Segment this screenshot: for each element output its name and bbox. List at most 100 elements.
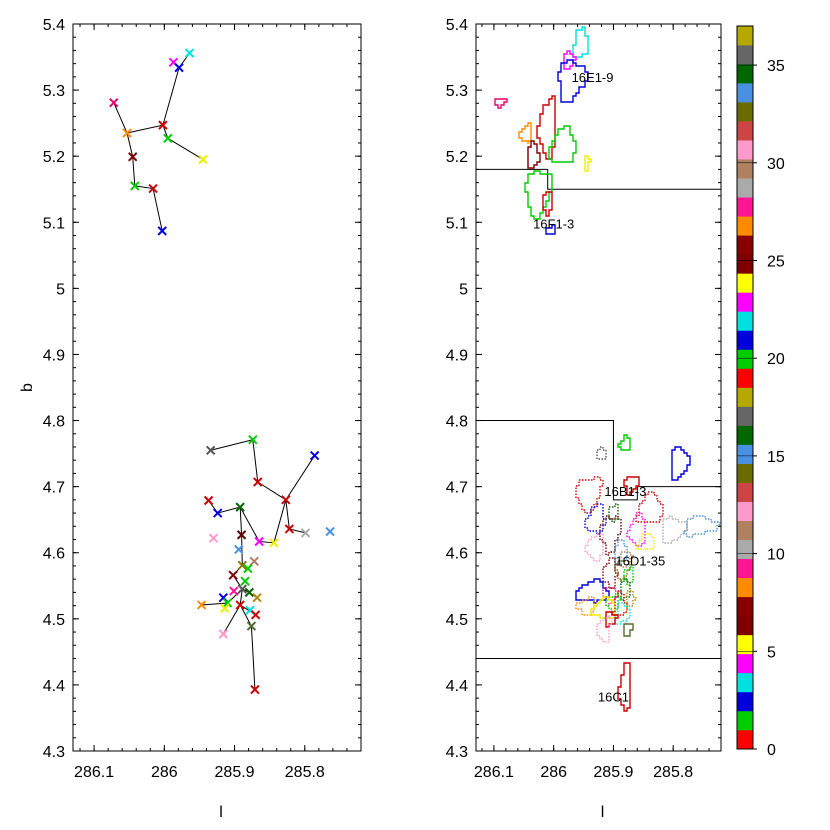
colorbar-swatch — [737, 64, 753, 84]
colorbar-swatch — [737, 292, 753, 312]
connector-segment — [239, 506, 260, 542]
clump-centroid-marker — [240, 576, 250, 586]
clump-contour — [626, 590, 637, 609]
colorbar-swatch — [737, 577, 753, 598]
clump-centroid-marker — [237, 560, 247, 570]
y-tick-label: 4.5 — [446, 612, 468, 629]
y-tick-label: 5.1 — [446, 215, 468, 232]
connector-segment — [273, 499, 287, 543]
colorbar-swatch — [737, 615, 753, 636]
connector-segment — [250, 626, 256, 690]
connector-segment — [167, 137, 204, 160]
colorbar-swatch — [737, 653, 753, 674]
x-axis-label: l — [601, 804, 605, 821]
connector-segment — [162, 67, 180, 126]
clump-contour — [671, 446, 691, 481]
colorbar-swatch — [737, 254, 753, 274]
clump-contour — [596, 615, 613, 643]
clump-contour — [662, 515, 688, 544]
connector-segment — [239, 604, 252, 627]
clump-centroid-marker — [309, 450, 320, 461]
clump-centroid-marker — [130, 181, 140, 191]
clump-contour — [623, 623, 634, 637]
colorbar-swatch — [737, 444, 753, 464]
clump-contour — [524, 170, 553, 220]
x-axis-label: l — [219, 804, 223, 821]
clump-centroid-marker — [325, 526, 335, 537]
colorbar-swatch — [737, 710, 753, 731]
y-tick-label: 4.3 — [43, 744, 65, 761]
clump-contour — [584, 503, 607, 535]
clump-contour — [605, 593, 622, 613]
clump-centroid-marker — [184, 48, 195, 58]
clump-centroid-marker — [269, 538, 279, 548]
clump-contour — [557, 59, 589, 103]
colorbar-swatch — [737, 672, 753, 693]
colorbar-swatch — [737, 406, 753, 426]
x-tick-label: 285.8 — [653, 764, 693, 781]
y-tick-label: 4.8 — [446, 414, 468, 431]
clump-centroid-marker — [237, 584, 247, 594]
left-scatter-panel: 4.3 4.4 4.5 4.6 4.7 4.8 4.9 5 5.1 5.2 5.3 5.4 286.1 2… — [19, 17, 362, 821]
clump-contour — [590, 596, 616, 619]
clump-contour — [527, 140, 541, 169]
clump-contour — [563, 50, 577, 70]
right-clump-map-panel: 4.3 4.4 4.5 4.6 4.7 4.8 4.9 5 5.1 5.2 5.3 5.4 286.1 2… — [446, 17, 722, 821]
colorbar-swatch — [737, 197, 753, 217]
clump-contour — [626, 512, 646, 547]
y-tick-label: 4.9 — [446, 347, 468, 364]
clump-centroid-marker — [228, 570, 238, 580]
connector-segment — [222, 604, 241, 635]
x-tick-label: 285.8 — [285, 764, 325, 781]
clump-centroid-marker — [235, 600, 245, 610]
connector-segment — [252, 439, 259, 483]
clump-contour — [494, 98, 508, 109]
connector-segment — [201, 602, 228, 606]
colorbar-swatch — [737, 121, 753, 141]
clump-contour — [683, 515, 721, 538]
clump-centroid-marker — [236, 530, 247, 540]
y-tick-label: 4.6 — [43, 546, 65, 563]
y-tick-label: 5.4 — [446, 17, 468, 34]
clump-centroid-marker — [249, 556, 259, 567]
clump-centroid-marker — [109, 97, 119, 108]
y-tick-label: 4.5 — [43, 612, 65, 629]
clump-contour — [614, 602, 631, 625]
colorbar-swatch — [737, 501, 753, 521]
clump-centroid-marker — [222, 598, 233, 608]
connector-segment — [285, 499, 290, 529]
colorbar-swatch — [737, 45, 753, 65]
connector-segment — [257, 481, 287, 501]
y-axis-label: b — [19, 383, 36, 392]
clump-contour — [605, 611, 619, 628]
region-label: 16C1 — [598, 689, 629, 704]
clump-centroid-marker — [208, 533, 219, 543]
plot-frame — [72, 23, 362, 752]
connector-segment — [126, 124, 164, 134]
clump-contour — [548, 125, 577, 163]
clump-contour — [542, 191, 553, 217]
clump-contour — [635, 491, 664, 523]
connector-segment — [217, 506, 241, 514]
clump-contour — [584, 533, 604, 562]
clump-centroid-marker — [300, 528, 311, 538]
y-tick-label: 5.3 — [43, 83, 65, 100]
clump-centroid-marker — [157, 226, 167, 236]
clump-centroid-marker — [284, 524, 295, 534]
region-boundary — [476, 168, 721, 190]
colorbar-swatch — [737, 159, 753, 179]
y-tick-label: 5.3 — [446, 83, 468, 100]
region-label: 16D1-35 — [615, 553, 665, 568]
colorbar-swatch — [737, 26, 753, 46]
connector-segment — [210, 439, 253, 451]
colorbar: 0 5 10 15 20 25 30 35 — [736, 25, 785, 759]
colorbar-swatch — [737, 463, 753, 483]
clump-centroid-marker — [252, 592, 262, 603]
colorbar-swatch — [737, 387, 753, 407]
plot-frame — [475, 23, 722, 752]
connector-segment — [241, 534, 243, 566]
clump-contour — [620, 578, 631, 601]
colorbar-swatch — [737, 539, 753, 560]
clump-contour — [572, 26, 589, 58]
clump-contour — [575, 476, 604, 514]
